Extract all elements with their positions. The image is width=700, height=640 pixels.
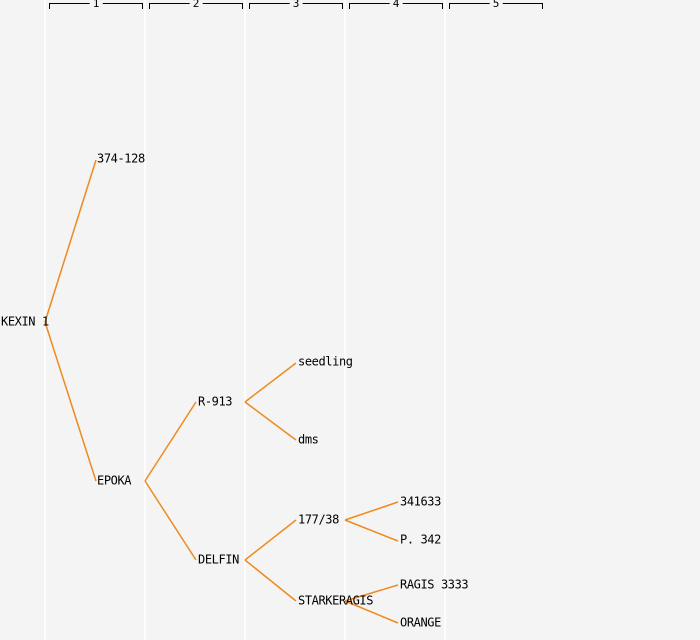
column-divider: [244, 0, 246, 640]
tree-edge-delfin-starkeragis: [244, 559, 297, 602]
generation-number: 2: [189, 0, 203, 9]
tree-edge-epoka-r-913: [144, 401, 197, 482]
column-divider: [144, 0, 146, 640]
tree-edge-kexin-1-374-128: [44, 159, 97, 323]
node-label-delfin[interactable]: DELFIN: [198, 552, 239, 567]
node-label-orange[interactable]: ORANGE: [400, 615, 441, 630]
tree-edge-delfin-177-38: [244, 519, 297, 561]
node-label-starkeragis[interactable]: STARKERAGIS: [298, 593, 374, 608]
generation-number: 1: [89, 0, 103, 9]
generation-bracket-1: 1: [49, 0, 143, 9]
tree-edge-starkeragis-ragis-3333: [344, 584, 399, 602]
generation-bracket-5: 5: [449, 0, 543, 9]
generation-number: 4: [389, 0, 403, 9]
generation-bracket-2: 2: [149, 0, 243, 9]
node-label-ragis-3333[interactable]: RAGIS 3333: [400, 577, 469, 592]
node-label-p-342[interactable]: P. 342: [400, 532, 441, 547]
node-label-dms[interactable]: dms: [298, 432, 319, 447]
tree-edge-177-38-341633: [344, 501, 399, 521]
node-label-341633[interactable]: 341633: [400, 494, 441, 509]
tree-edge-epoka-delfin: [144, 480, 197, 561]
node-label-177-38[interactable]: 177/38: [298, 512, 339, 527]
node-label-374-128[interactable]: 374-128: [97, 151, 145, 166]
node-label-epoka[interactable]: EPOKA: [97, 473, 132, 488]
tree-edge-r-913-seedling: [244, 362, 297, 403]
generation-bracket-3: 3: [249, 0, 343, 9]
tree-edge-starkeragis-orange: [344, 600, 399, 624]
column-divider: [444, 0, 446, 640]
generation-number: 5: [489, 0, 503, 9]
tree-edge-kexin-1-epoka: [44, 321, 97, 482]
generation-bracket-4: 4: [349, 0, 443, 9]
tree-edge-177-38-p-342: [344, 519, 399, 542]
generation-number: 3: [289, 0, 303, 9]
node-label-seedling[interactable]: seedling: [298, 354, 353, 369]
node-label-r-913[interactable]: R-913: [198, 394, 233, 409]
node-label-kexin-1[interactable]: KEXIN 1: [1, 314, 49, 329]
column-divider: [344, 0, 346, 640]
tree-edge-r-913-dms: [244, 401, 297, 441]
